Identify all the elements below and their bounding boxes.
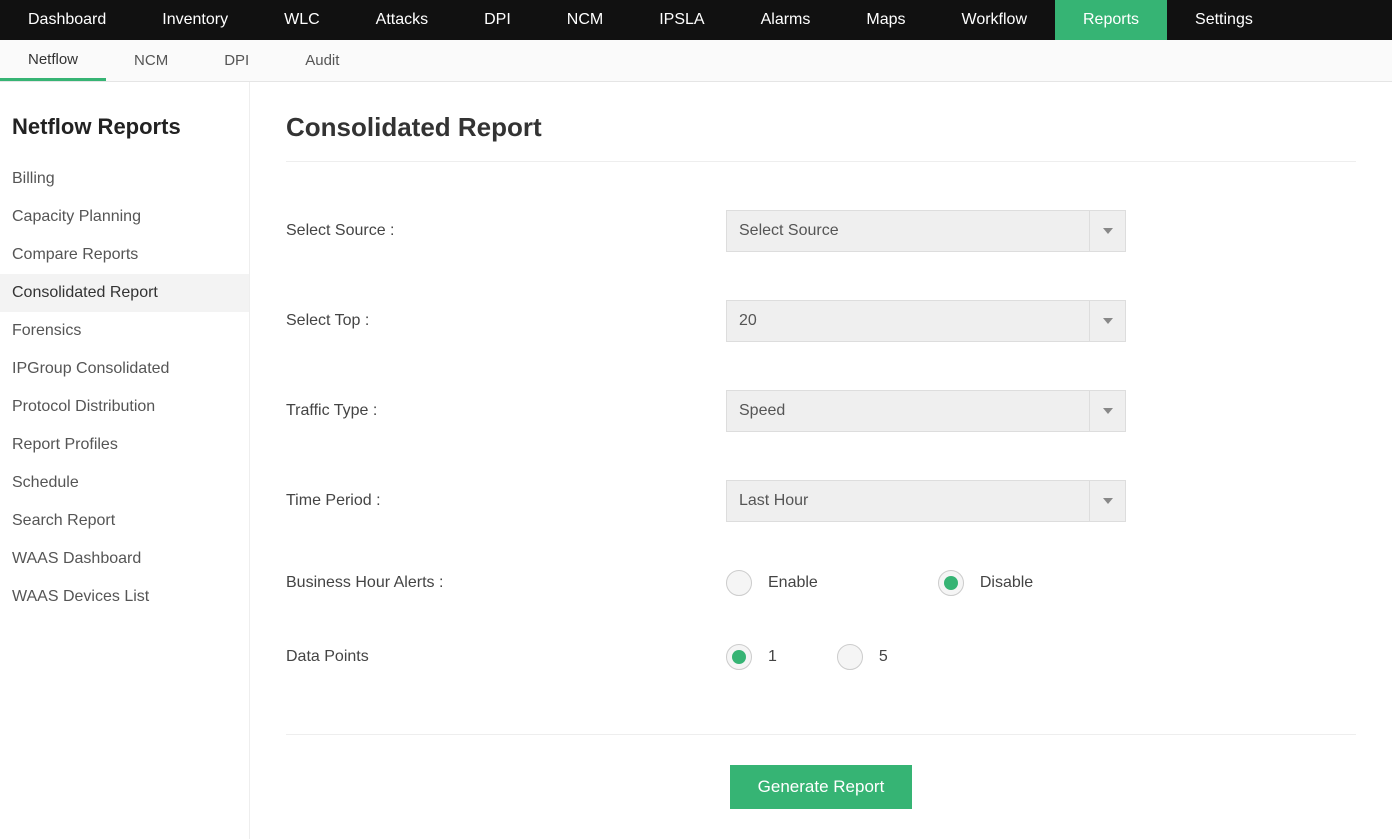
topnav-item-dashboard[interactable]: Dashboard (0, 0, 134, 40)
sidebar-item-search-report[interactable]: Search Report (12, 502, 249, 540)
topnav-item-settings[interactable]: Settings (1167, 0, 1281, 40)
sub-nav: NetflowNCMDPIAudit (0, 40, 1392, 82)
select-source-dropdown[interactable]: Select Source (726, 210, 1126, 252)
subnav-item-audit[interactable]: Audit (277, 40, 367, 81)
radio-icon (938, 570, 964, 596)
sidebar-item-capacity-planning[interactable]: Capacity Planning (12, 198, 249, 236)
radio-icon (837, 644, 863, 670)
subnav-item-netflow[interactable]: Netflow (0, 40, 106, 81)
form-footer: Generate Report (286, 734, 1356, 809)
topnav-item-inventory[interactable]: Inventory (134, 0, 256, 40)
business-hour-radio-group: Enable Disable (726, 570, 1033, 596)
content: Consolidated Report Select Source : Sele… (250, 82, 1392, 839)
radio-label: 1 (768, 648, 777, 666)
topnav-item-attacks[interactable]: Attacks (348, 0, 456, 40)
label-traffic-type: Traffic Type : (286, 402, 726, 420)
sidebar-item-waas-devices-list[interactable]: WAAS Devices List (12, 578, 249, 616)
chevron-down-icon (1089, 301, 1125, 341)
subnav-item-ncm[interactable]: NCM (106, 40, 196, 81)
top-nav: DashboardInventoryWLCAttacksDPINCMIPSLAA… (0, 0, 1392, 40)
time-period-value: Last Hour (727, 492, 1089, 510)
label-data-points: Data Points (286, 648, 726, 666)
sidebar-item-compare-reports[interactable]: Compare Reports (12, 236, 249, 274)
data-points-option-1[interactable]: 1 (726, 644, 777, 670)
sidebar-item-schedule[interactable]: Schedule (12, 464, 249, 502)
chevron-down-icon (1089, 481, 1125, 521)
radio-label: Enable (768, 574, 818, 592)
time-period-dropdown[interactable]: Last Hour (726, 480, 1126, 522)
topnav-item-workflow[interactable]: Workflow (934, 0, 1056, 40)
topnav-item-wlc[interactable]: WLC (256, 0, 348, 40)
radio-icon (726, 644, 752, 670)
label-select-source: Select Source : (286, 222, 726, 240)
data-points-radio-group: 15 (726, 644, 888, 670)
topnav-item-ncm[interactable]: NCM (539, 0, 631, 40)
form-row-time-period: Time Period : Last Hour (286, 456, 1356, 546)
data-points-option-5[interactable]: 5 (837, 644, 888, 670)
sidebar-item-billing[interactable]: Billing (12, 160, 249, 198)
sidebar-item-protocol-distribution[interactable]: Protocol Distribution (12, 388, 249, 426)
sidebar-item-waas-dashboard[interactable]: WAAS Dashboard (12, 540, 249, 578)
traffic-type-dropdown[interactable]: Speed (726, 390, 1126, 432)
form-row-select-source: Select Source : Select Source (286, 186, 1356, 276)
sidebar-item-report-profiles[interactable]: Report Profiles (12, 426, 249, 464)
generate-report-button[interactable]: Generate Report (730, 765, 913, 809)
select-source-value: Select Source (727, 222, 1089, 240)
business-hour-option-enable[interactable]: Enable (726, 570, 818, 596)
label-time-period: Time Period : (286, 492, 726, 510)
topnav-item-ipsla[interactable]: IPSLA (631, 0, 732, 40)
form-row-data-points: Data Points 15 (286, 620, 1356, 694)
sidebar-item-forensics[interactable]: Forensics (12, 312, 249, 350)
label-select-top: Select Top : (286, 312, 726, 330)
topnav-item-dpi[interactable]: DPI (456, 0, 539, 40)
label-business-hour: Business Hour Alerts : (286, 574, 726, 592)
form-row-traffic-type: Traffic Type : Speed (286, 366, 1356, 456)
sidebar-item-consolidated-report[interactable]: Consolidated Report (0, 274, 249, 312)
select-top-dropdown[interactable]: 20 (726, 300, 1126, 342)
sidebar-title: Netflow Reports (12, 106, 249, 160)
form-row-select-top: Select Top : 20 (286, 276, 1356, 366)
topnav-item-alarms[interactable]: Alarms (733, 0, 839, 40)
topnav-item-maps[interactable]: Maps (838, 0, 933, 40)
chevron-down-icon (1089, 211, 1125, 251)
radio-label: Disable (980, 574, 1033, 592)
chevron-down-icon (1089, 391, 1125, 431)
business-hour-option-disable[interactable]: Disable (938, 570, 1033, 596)
traffic-type-value: Speed (727, 402, 1089, 420)
main-wrap: Netflow Reports BillingCapacity Planning… (0, 82, 1392, 839)
radio-icon (726, 570, 752, 596)
radio-label: 5 (879, 648, 888, 666)
sidebar: Netflow Reports BillingCapacity Planning… (0, 82, 250, 839)
topnav-item-reports[interactable]: Reports (1055, 0, 1167, 40)
sidebar-item-ipgroup-consolidated[interactable]: IPGroup Consolidated (12, 350, 249, 388)
subnav-item-dpi[interactable]: DPI (196, 40, 277, 81)
page-title: Consolidated Report (286, 112, 1356, 162)
form-row-business-hour: Business Hour Alerts : Enable Disable (286, 546, 1356, 620)
select-top-value: 20 (727, 312, 1089, 330)
